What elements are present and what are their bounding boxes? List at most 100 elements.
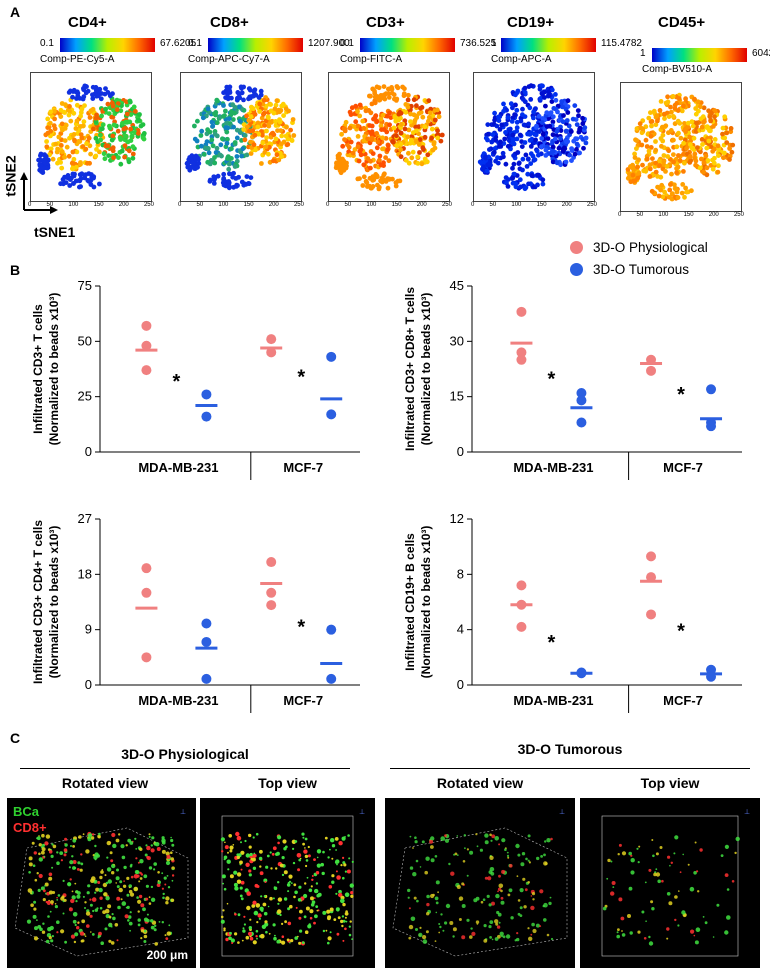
- fluorescent-spot: [150, 848, 155, 853]
- view-label-physio-rotated: Rotated view: [61, 775, 149, 791]
- fluorescent-spot: [334, 837, 339, 841]
- fluorescent-spot: [542, 904, 545, 908]
- fluorescent-spot: [256, 937, 258, 940]
- fluorescent-spot: [301, 941, 305, 944]
- fluorescent-spot: [261, 924, 267, 929]
- fluorescent-spot: [532, 898, 535, 901]
- fluorescent-spot: [102, 910, 106, 914]
- fluorescent-spot: [536, 856, 540, 861]
- fluorescent-spot: [527, 834, 531, 838]
- marker-title: CD3+: [366, 14, 405, 31]
- fluorescent-spot: [28, 871, 31, 874]
- fluorescent-spot: [90, 836, 95, 840]
- fluorescent-spot: [504, 848, 507, 851]
- tsne-x-ticks: 0 50 100 150 200 250: [28, 202, 154, 208]
- fluorescent-spot: [302, 842, 305, 846]
- fluorescent-spot: [52, 844, 57, 849]
- fluorescent-spot: [138, 894, 143, 899]
- fluorescent-spot: [118, 833, 121, 836]
- data-point: [706, 421, 717, 432]
- fluorescent-spot: [281, 935, 285, 938]
- fluorescent-spot: [228, 834, 232, 838]
- fluorescent-spot: [344, 870, 347, 873]
- fluorescent-spot: [90, 931, 92, 933]
- data-point: [266, 600, 277, 611]
- fluorescent-spot: [89, 903, 93, 907]
- fluorescent-spot: [40, 886, 45, 891]
- fluorescent-spot: [621, 933, 626, 937]
- fluorescent-spot: [134, 837, 137, 840]
- data-point: [266, 557, 277, 568]
- tick-label: 50: [489, 202, 497, 208]
- data-point: [706, 664, 717, 675]
- fluorescent-spot: [666, 937, 669, 940]
- fluorescent-spot: [425, 856, 430, 861]
- fluorescent-spot: [119, 880, 123, 884]
- category-label: MCF-7: [283, 460, 323, 475]
- tick-label: 200: [561, 202, 572, 208]
- fluorescent-spot: [630, 854, 633, 857]
- fluorescent-spot: [329, 848, 331, 851]
- fluorescent-spot: [113, 864, 115, 866]
- fluorescent-spot: [133, 886, 139, 892]
- fluorescent-spot: [100, 870, 104, 874]
- fluorescent-spot: [340, 864, 343, 867]
- fluorescent-spot: [269, 896, 273, 901]
- fluorescent-spot: [111, 926, 113, 928]
- fluorescent-spot: [329, 907, 334, 912]
- fluorescent-spot: [150, 844, 153, 847]
- colorscale-min: 1: [640, 48, 646, 59]
- fluorescent-spot: [71, 895, 76, 900]
- fluorescent-spot: [480, 900, 484, 904]
- fluorescent-spot: [115, 882, 117, 884]
- category-label: MDA-MB-231: [138, 460, 218, 475]
- fluorescent-spot: [263, 911, 268, 916]
- fluorescent-spot: [668, 901, 673, 906]
- data-point: [141, 340, 152, 351]
- panel-label-b: B: [10, 262, 21, 278]
- fluorescent-spot: [617, 853, 620, 856]
- fluorescent-spot: [41, 847, 46, 852]
- fluorescent-spot: [335, 892, 338, 895]
- tick-label: 150: [683, 212, 694, 218]
- fluorescent-spot: [550, 837, 553, 841]
- fluorescent-spot: [307, 845, 310, 849]
- fluorescent-spot: [74, 923, 77, 927]
- fluorescent-spot: [223, 929, 226, 932]
- fluorescent-spot: [122, 884, 127, 888]
- fluorescent-spot: [303, 893, 308, 899]
- group-underline-tumorous: [390, 768, 750, 769]
- fluorescent-spot: [116, 939, 119, 942]
- fluorescent-spot: [170, 836, 172, 839]
- fluorescent-spot: [549, 896, 552, 899]
- tick-label: 100: [218, 202, 229, 208]
- fluorescent-spot: [435, 880, 440, 885]
- y-axis-sublabel: (Normalized to beads x10³): [419, 526, 433, 679]
- fluorescent-spot: [72, 919, 77, 924]
- legend-dot-physiological: [570, 240, 583, 254]
- fluorescent-spot: [524, 888, 528, 892]
- fluorescent-spot: [458, 918, 462, 921]
- tick-label: 250: [586, 202, 597, 208]
- fluorescent-spot: [164, 883, 167, 886]
- data-point: [201, 636, 212, 647]
- fluorescent-spot: [292, 847, 295, 850]
- data-point: [266, 347, 277, 358]
- fluorescent-spot: [150, 919, 154, 923]
- chart-cd19: Infiltrated CD19+ B cells (Normalized to …: [400, 505, 750, 725]
- fluorescent-spot: [419, 926, 422, 929]
- fluorescent-spot: [294, 890, 298, 895]
- fluorescent-spot: [172, 868, 174, 871]
- fluorescent-spot: [540, 855, 543, 858]
- fluorescent-spot: [156, 883, 161, 887]
- view-label-tumor-rotated: Rotated view: [436, 775, 524, 791]
- fluorescent-spot: [124, 914, 129, 919]
- fluorescent-spot: [690, 929, 695, 934]
- tick-label: 250: [441, 202, 452, 208]
- fluorescent-spot: [497, 890, 499, 893]
- fluorescent-spot: [76, 894, 81, 899]
- fluorescent-spot: [298, 858, 301, 862]
- fluorescent-spot: [316, 856, 319, 859]
- legend: 3D-O Physiological 3D-O Tumorous: [570, 236, 708, 280]
- fluorescent-spot: [142, 907, 146, 912]
